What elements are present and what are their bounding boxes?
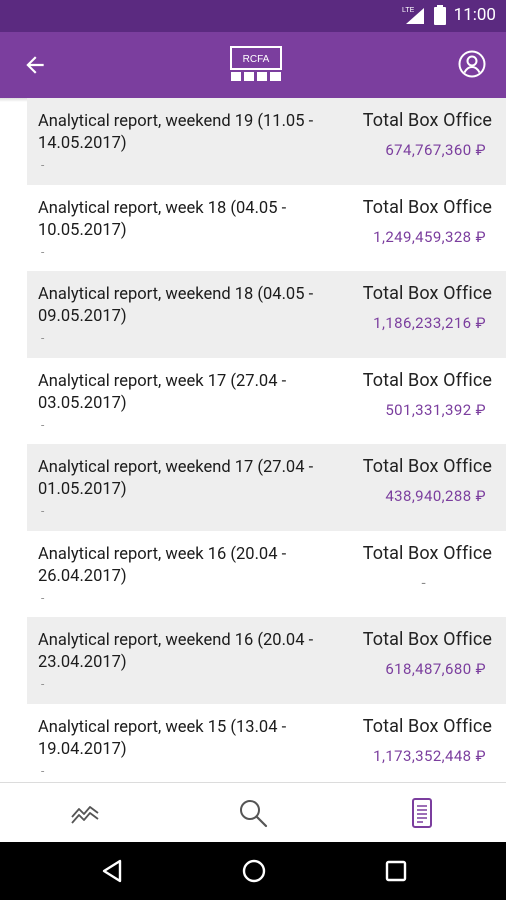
box-office-label: Total Box Office: [362, 456, 492, 477]
box-office-label: Total Box Office: [362, 629, 492, 650]
status-time: 11:00: [453, 5, 496, 25]
report-row[interactable]: Analytical report, week 17 (27.04 - 03.0…: [27, 358, 506, 445]
box-office-value: 1,249,459,328 ₽: [373, 227, 486, 246]
box-office-value: 438,940,288 ₽: [385, 487, 486, 505]
logo-text: RCFA: [243, 54, 270, 65]
back-triangle-icon[interactable]: [99, 857, 127, 885]
reports-icon[interactable]: [406, 797, 438, 829]
report-title: Analytical report, weekend 19 (11.05 - 1…: [38, 112, 314, 153]
chart-icon[interactable]: [69, 797, 101, 829]
box-office-value: 1,173,352,448 ₽: [373, 746, 486, 765]
report-note: -: [41, 504, 45, 518]
report-title: Analytical report, week 17 (27.04 - 03.0…: [38, 371, 287, 413]
report-row[interactable]: Analytical report, weekend 16 (20.04 - 2…: [27, 617, 506, 704]
box-office-label: Total Box Office: [362, 110, 492, 131]
recents-square-icon[interactable]: [382, 857, 410, 885]
system-nav-bar: [0, 842, 506, 900]
profile-icon[interactable]: [458, 50, 486, 78]
battery-icon: [433, 5, 446, 25]
status-icons: LTE 11:00: [402, 5, 496, 25]
report-note: -: [41, 244, 45, 259]
app-bar: RCFA: [0, 32, 506, 98]
box-office-label: Total Box Office: [362, 369, 492, 391]
report-title: Analytical report, week 18 (04.05 - 10.0…: [38, 198, 287, 240]
lte-label: LTE: [402, 7, 415, 14]
report-row[interactable]: Analytical report, week 15 (13.04 - 19.0…: [27, 704, 506, 783]
rcfa-logo: RCFA: [230, 46, 282, 81]
box-office-value: -: [421, 573, 426, 592]
report-note: -: [41, 331, 45, 345]
report-list[interactable]: Analytical report, weekend 19 (11.05 - 1…: [27, 98, 506, 782]
box-office-label: Total Box Office: [362, 542, 492, 564]
report-row[interactable]: Analytical report, weekend 18 (04.05 - 0…: [27, 271, 506, 358]
search-icon[interactable]: [237, 797, 269, 829]
report-title: Analytical report, weekend 17 (27.04 - 0…: [38, 458, 314, 499]
box-office-value: 1,186,233,216 ₽: [373, 314, 486, 332]
report-row[interactable]: Analytical report, weekend 19 (11.05 - 1…: [27, 98, 506, 185]
bottom-nav: [0, 782, 506, 843]
box-office-label: Total Box Office: [362, 715, 492, 737]
report-note: -: [41, 677, 45, 691]
report-note: -: [41, 590, 45, 605]
report-note: -: [41, 417, 45, 432]
back-arrow-icon[interactable]: [22, 52, 48, 78]
report-note: -: [41, 158, 45, 172]
report-title: Analytical report, weekend 16 (20.04 - 2…: [38, 631, 314, 672]
box-office-label: Total Box Office: [362, 283, 492, 304]
status-bar: LTE 11:00: [0, 0, 506, 32]
box-office-value: 674,767,360 ₽: [385, 141, 486, 159]
report-title: Analytical report, week 16 (20.04 - 26.0…: [38, 544, 287, 586]
report-title: Analytical report, weekend 18 (04.05 - 0…: [38, 285, 314, 326]
lte-signal-icon: LTE: [402, 7, 424, 24]
box-office-value: 501,331,392 ₽: [385, 400, 486, 419]
box-office-label: Total Box Office: [362, 196, 492, 218]
report-row[interactable]: Analytical report, weekend 17 (27.04 - 0…: [27, 444, 506, 531]
report-row[interactable]: Analytical report, week 16 (20.04 - 26.0…: [27, 531, 506, 618]
report-row[interactable]: Analytical report, week 18 (04.05 - 10.0…: [27, 185, 506, 272]
report-note: -: [41, 763, 45, 778]
box-office-value: 618,487,680 ₽: [385, 660, 486, 678]
report-title: Analytical report, week 15 (13.04 - 19.0…: [38, 717, 287, 759]
home-circle-icon[interactable]: [240, 857, 268, 885]
